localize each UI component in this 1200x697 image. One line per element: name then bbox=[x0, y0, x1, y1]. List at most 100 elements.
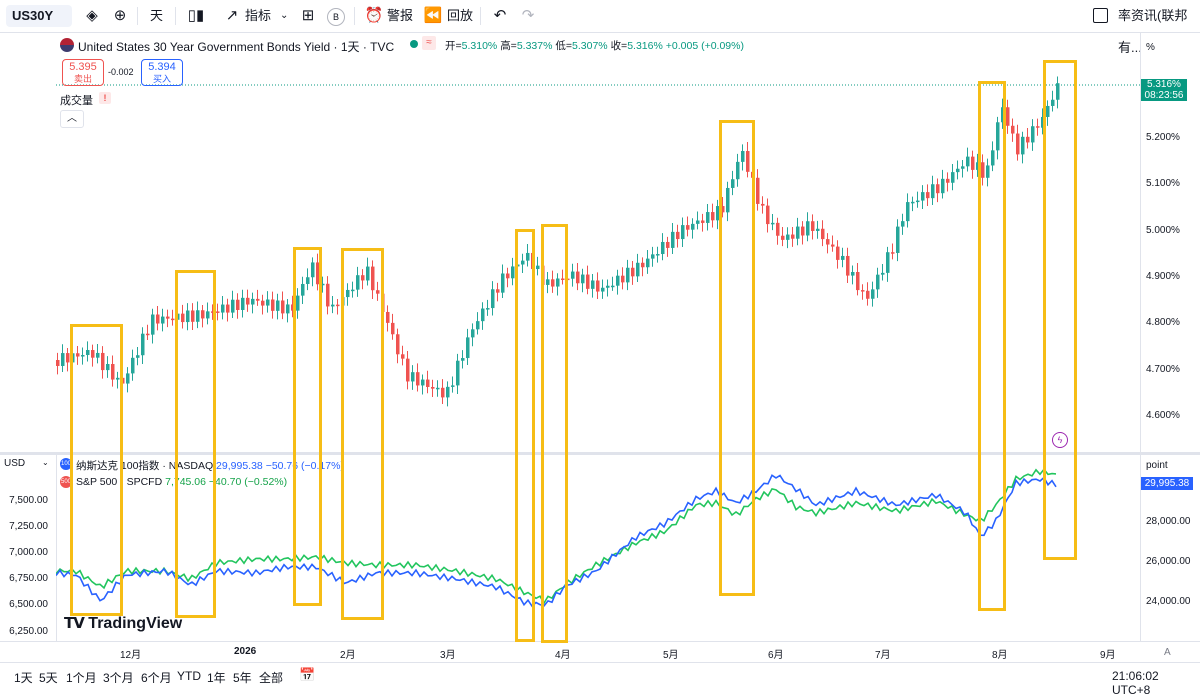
range-button[interactable]: 3个月 bbox=[103, 671, 134, 685]
sell-button[interactable]: 5.395 卖出 bbox=[62, 59, 104, 86]
candle-body bbox=[591, 280, 595, 289]
candle-body bbox=[436, 387, 440, 390]
clock[interactable]: 21:06:02 UTC+8 bbox=[1112, 669, 1159, 697]
layout-grid-icon[interactable]: ⊞ bbox=[301, 7, 315, 24]
collapse-legend-chevron-icon[interactable]: ︿ bbox=[60, 110, 84, 128]
buy-label: 买入 bbox=[152, 74, 171, 84]
tv-logo-icon: 𝗧𝗩 bbox=[64, 615, 85, 632]
highlight-box bbox=[293, 247, 322, 606]
left-tick: 7,250.00 bbox=[9, 521, 48, 532]
add-symbol-icon[interactable]: ⊕ bbox=[113, 7, 127, 24]
candle-body bbox=[246, 297, 250, 305]
price-tick: 4.600% bbox=[1146, 410, 1180, 421]
undo-icon[interactable]: ↶ bbox=[493, 7, 507, 24]
candle-body bbox=[811, 221, 815, 231]
range-button[interactable]: YTD bbox=[177, 669, 201, 683]
volume-label[interactable]: 成交量 bbox=[60, 95, 93, 107]
wave-icon[interactable]: ≈ bbox=[422, 36, 436, 50]
range-button[interactable]: 1年 bbox=[207, 671, 226, 685]
news-label[interactable]: 率资讯(联邦有... bbox=[1118, 8, 1188, 55]
candle-body bbox=[901, 221, 905, 227]
candle-body bbox=[406, 358, 410, 382]
range-button[interactable]: 5天 bbox=[39, 671, 58, 685]
beta-badge[interactable]: B bbox=[327, 8, 345, 26]
auto-scale-button[interactable]: A bbox=[1164, 647, 1171, 658]
candle-body bbox=[1046, 105, 1050, 117]
spread-value: -0.002 bbox=[108, 67, 134, 77]
indicators-chart-icon[interactable]: ↗ bbox=[225, 7, 239, 24]
candle-body bbox=[256, 298, 260, 301]
candle-body bbox=[206, 311, 210, 319]
currency-select[interactable]: USD ⌄ bbox=[4, 458, 49, 469]
indicators-button[interactable]: 指标 bbox=[245, 8, 272, 23]
tradingview-logo[interactable]: 𝗧𝗩 TradingView bbox=[64, 615, 183, 632]
ohlc-values: 开=5.310% 高=5.337% 低=5.307% 收=5.316% +0.0… bbox=[445, 40, 744, 52]
symbol-search[interactable]: US30Y bbox=[6, 5, 72, 27]
candle-body bbox=[1056, 83, 1060, 100]
candle-body bbox=[971, 156, 975, 170]
candle-body bbox=[76, 353, 80, 357]
candle-body bbox=[691, 223, 695, 230]
candle-body bbox=[861, 290, 865, 292]
candle-body bbox=[761, 203, 765, 206]
pane-separator[interactable] bbox=[0, 452, 1200, 455]
range-button[interactable]: 5年 bbox=[233, 671, 252, 685]
range-button[interactable]: 1天 bbox=[14, 671, 33, 685]
candle-body bbox=[476, 321, 480, 330]
calendar-icon[interactable]: 📅 bbox=[299, 667, 316, 682]
range-button[interactable]: 1个月 bbox=[66, 671, 97, 685]
candle-body bbox=[196, 310, 200, 322]
alarm-clock-icon[interactable]: ⏰ bbox=[364, 7, 384, 24]
candle-body bbox=[251, 298, 255, 305]
replay-rewind-icon[interactable]: ⏪ bbox=[423, 7, 443, 24]
candle-body bbox=[366, 266, 370, 281]
checkbox-icon[interactable] bbox=[1093, 8, 1108, 23]
candle-body bbox=[806, 221, 810, 236]
redo-icon[interactable]: ↷ bbox=[521, 7, 535, 24]
candle-body bbox=[1006, 107, 1010, 126]
market-status-icon[interactable] bbox=[410, 40, 418, 48]
nasdaq-legend[interactable]: 纳斯达克 100指数 · NASDAQ 29,995.38 −50.76 (−0… bbox=[76, 460, 344, 472]
candle-body bbox=[481, 308, 485, 322]
warning-icon[interactable]: ! bbox=[99, 92, 111, 104]
lower-axis-unit[interactable]: point bbox=[1146, 460, 1168, 471]
series-title[interactable]: United States 30 Year Government Bonds Y… bbox=[78, 40, 395, 54]
candle-body bbox=[1021, 136, 1025, 155]
candle-body bbox=[211, 311, 215, 313]
highlight-box bbox=[341, 248, 384, 620]
price-unit[interactable]: % bbox=[1146, 42, 1155, 53]
date-tick: 7月 bbox=[875, 650, 891, 661]
compare-diamond-icon[interactable]: ◈ bbox=[86, 7, 98, 24]
candle-body bbox=[266, 299, 270, 306]
alerts-button[interactable]: 警报 bbox=[387, 8, 414, 23]
candle-body bbox=[421, 379, 425, 386]
candle-body bbox=[821, 228, 825, 240]
candle-body bbox=[896, 226, 900, 253]
candle-body bbox=[891, 252, 895, 254]
left-tick: 6,750.00 bbox=[9, 573, 48, 584]
interval-button[interactable]: 天 bbox=[150, 8, 164, 23]
candle-type-icon[interactable]: ▯▮ bbox=[187, 7, 205, 24]
candle-body bbox=[286, 304, 290, 314]
date-tick: 12月 bbox=[120, 650, 142, 661]
candle-body bbox=[156, 314, 160, 324]
candle-body bbox=[556, 278, 560, 287]
candle-body bbox=[586, 274, 590, 289]
time-axis-border bbox=[0, 641, 1200, 642]
main-chart-area[interactable] bbox=[0, 33, 1140, 453]
candle-body bbox=[886, 252, 890, 273]
indicators-dropdown-icon[interactable]: ⌄ bbox=[280, 10, 289, 21]
candle-body bbox=[991, 150, 995, 166]
candle-body bbox=[616, 275, 620, 286]
replay-button[interactable]: 回放 bbox=[447, 8, 474, 23]
buy-button[interactable]: 5.394 买入 bbox=[141, 59, 183, 86]
candle-body bbox=[1051, 99, 1055, 106]
candle-body bbox=[461, 358, 465, 361]
candle-body bbox=[116, 377, 120, 380]
lightning-icon[interactable]: ϟ bbox=[1052, 432, 1068, 448]
range-button[interactable]: 全部 bbox=[259, 671, 284, 685]
price-axis-border bbox=[1140, 33, 1141, 641]
candle-body bbox=[576, 271, 580, 284]
range-button[interactable]: 6个月 bbox=[141, 671, 172, 685]
lower-chart-area[interactable] bbox=[56, 455, 1140, 641]
